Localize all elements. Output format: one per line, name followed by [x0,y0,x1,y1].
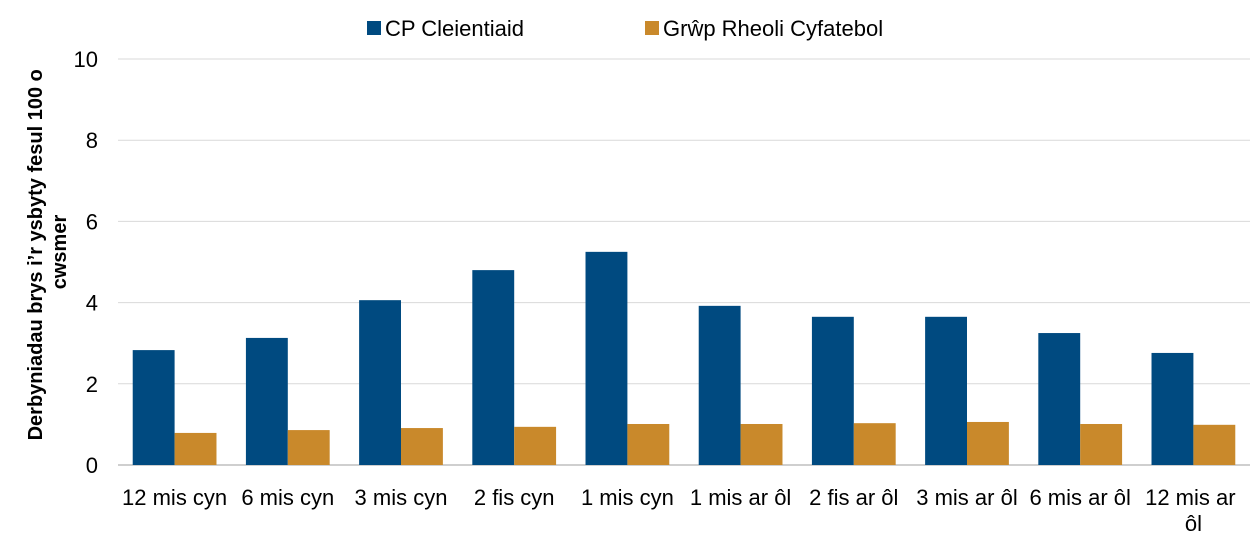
bar [585,251,628,465]
bar [627,423,670,465]
bar [359,300,401,465]
x-tick-label: 12 mis ar ôl [1145,485,1242,536]
y-tick-label: 0 [86,453,98,478]
y-tick-label: 2 [86,372,98,397]
y-tick-label: 10 [74,47,98,72]
legend-swatch [645,21,659,35]
bar [967,421,1009,465]
y-tick-label: 6 [86,209,98,234]
legend-label: CP Cleientiaid [385,16,524,41]
bar [698,305,741,465]
bar [853,423,896,465]
bar [472,270,515,465]
y-tick-label: 8 [86,128,98,153]
bar [811,316,854,465]
bar [1193,424,1236,465]
x-tick-label: 3 mis ar ôl [916,485,1017,510]
bar [401,428,443,465]
bar [1151,352,1194,465]
bar [514,426,557,465]
bar [1038,333,1081,465]
legend-label: Grŵp Rheoli Cyfatebol [663,16,883,41]
x-tick-label: 2 fis cyn [474,485,555,510]
y-axis-label: Derbyniadau brys i’r ysbyty fesul 100 o … [25,64,71,441]
bar [245,337,288,465]
x-tick-label: 2 fis ar ôl [809,485,898,510]
bar [174,432,217,465]
x-tick-label: 6 mis ar ôl [1029,485,1130,510]
legend-swatch [367,21,381,35]
bar [925,316,967,465]
x-tick-label: 1 mis cyn [581,485,674,510]
bar [1080,423,1123,465]
x-tick-label: 3 mis cyn [355,485,448,510]
x-tick-label: 6 mis cyn [241,485,334,510]
bar [740,423,783,465]
x-tick-label: 1 mis ar ôl [690,485,791,510]
bar [132,350,175,465]
x-tick-label: 12 mis cyn [122,485,227,510]
y-tick-label: 4 [86,291,98,316]
bar [287,430,330,465]
